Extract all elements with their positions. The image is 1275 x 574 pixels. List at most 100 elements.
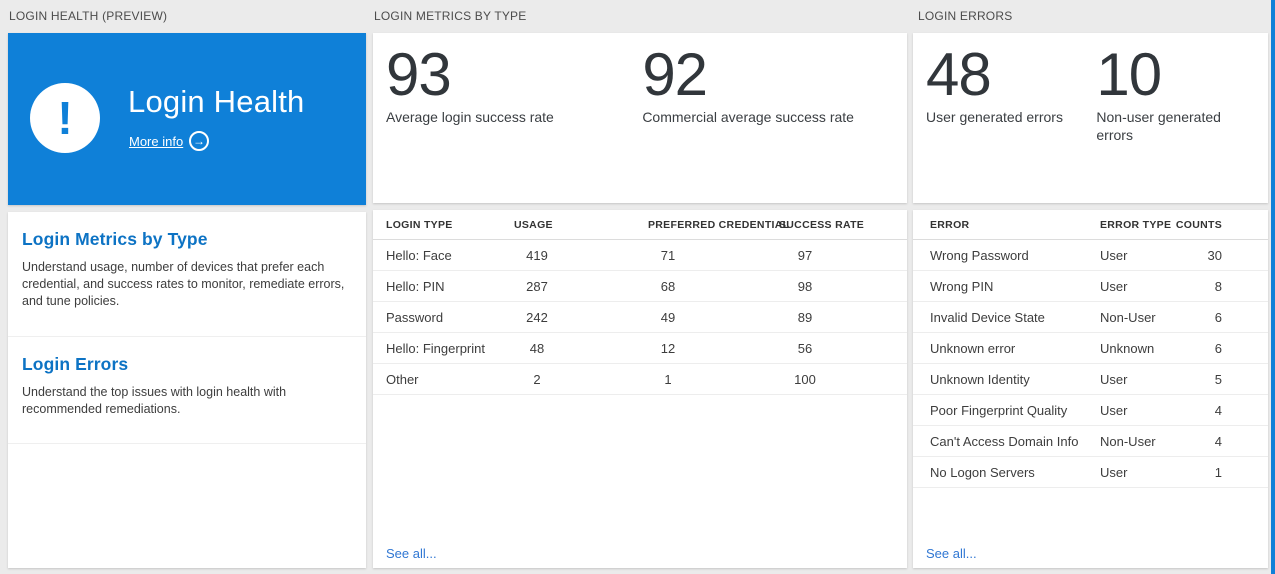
column-header-success-rate: SUCCESS RATE [763,210,864,240]
table-cell-filler [847,270,907,302]
table-cell: 97 [763,239,847,271]
more-info-arrow-icon[interactable]: → [189,131,209,151]
column-header-filler [1235,210,1268,240]
table-row[interactable]: Unknown error Unknown 6 [913,332,1268,364]
nav-item-title: Login Metrics by Type [22,229,208,249]
table-cell: Unknown error [913,332,1087,364]
tile-title: Login Health [128,84,305,119]
table-cell: No Logon Servers [913,456,1087,488]
table-cell: User [1087,270,1163,302]
table-cell: Password [373,301,501,333]
table-cell: Hello: Face [373,239,501,271]
table-row[interactable]: Poor Fingerprint Quality User 4 [913,394,1268,426]
table-cell: 4 [1163,425,1235,457]
table-cell-filler [1235,425,1268,457]
stat-user-generated-errors: 48 User generated errors [913,33,1083,203]
table-cell-filler [1235,332,1268,364]
table-row[interactable]: Hello: PIN 287 68 98 [373,270,907,302]
login-errors-table: ERROR ERROR TYPE COUNTS Wrong Password Us… [913,210,1268,488]
table-cell: 4 [1163,394,1235,426]
table-cell-filler [1235,270,1268,302]
login-metrics-stats-card: 93 Average login success rate 92 Commerc… [373,33,907,203]
stat-label: User generated errors [926,109,1063,125]
table-cell: 6 [1163,332,1235,364]
table-cell-filler [847,332,907,364]
table-row[interactable]: Hello: Face 419 71 97 [373,239,907,271]
table-cell: Hello: PIN [373,270,501,302]
section-header-login-health: LOGIN HEALTH (PREVIEW) [9,9,168,23]
table-cell: Non-User [1087,425,1163,457]
column-header-login-type: LOGIN TYPE [373,210,501,240]
table-header-row: LOGIN TYPE USAGE PREFERRED CREDENTIAL SU… [373,210,907,240]
table-cell: 5 [1163,363,1235,395]
table-cell: Wrong Password [913,239,1087,271]
table-cell: 56 [763,332,847,364]
login-health-tile[interactable]: ! Login Health More info → [8,33,366,205]
table-cell: 100 [763,363,847,395]
table-cell: 6 [1163,301,1235,333]
column-header-counts: COUNTS [1163,210,1235,240]
login-health-nav-panel: Login Metrics by Type Understand usage, … [8,212,366,568]
table-cell: User [1087,363,1163,395]
table-cell: Wrong PIN [913,270,1087,302]
table-cell: 98 [763,270,847,302]
column-header-error-type: ERROR TYPE [1087,210,1171,240]
table-row[interactable]: Wrong PIN User 8 [913,270,1268,302]
table-cell: Other [373,363,501,395]
table-cell: 8 [1163,270,1235,302]
table-cell: Poor Fingerprint Quality [913,394,1087,426]
login-errors-table-card: ERROR ERROR TYPE COUNTS Wrong Password Us… [913,210,1268,568]
column-header-preferred-credential: PREFERRED CREDENTIAL [573,210,789,240]
table-row[interactable]: No Logon Servers User 1 [913,456,1268,488]
table-row[interactable]: Wrong Password User 30 [913,239,1268,271]
login-metrics-table-card: LOGIN TYPE USAGE PREFERRED CREDENTIAL SU… [373,210,907,568]
stat-label: Commercial average success rate [642,109,854,125]
see-all-link-errors[interactable]: See all... [926,546,977,561]
table-cell-filler [847,301,907,333]
table-row[interactable]: Hello: Fingerprint 48 12 56 [373,332,907,364]
table-cell: 1 [573,363,763,395]
table-cell: 48 [501,332,573,364]
table-cell: Invalid Device State [913,301,1087,333]
see-all-link-metrics[interactable]: See all... [386,546,437,561]
login-errors-stats-card: 48 User generated errors 10 Non-user gen… [913,33,1268,203]
column-header-filler [847,210,907,240]
table-row[interactable]: Unknown Identity User 5 [913,363,1268,395]
table-cell: 68 [573,270,763,302]
table-cell: 419 [501,239,573,271]
alert-icon-glyph: ! [57,92,73,144]
table-row[interactable]: Other 2 1 100 [373,363,907,395]
table-cell-filler [1235,456,1268,488]
table-header-row: ERROR ERROR TYPE COUNTS [913,210,1268,240]
table-cell: 242 [501,301,573,333]
table-cell: 2 [501,363,573,395]
table-cell: Hello: Fingerprint [373,332,501,364]
table-cell-filler [1235,239,1268,271]
table-cell: 30 [1163,239,1235,271]
table-cell: Unknown [1087,332,1163,364]
table-cell-filler [847,239,907,271]
stat-commercial-success-rate: 92 Commercial average success rate [629,33,907,203]
table-row[interactable]: Invalid Device State Non-User 6 [913,301,1268,333]
table-row[interactable]: Password 242 49 89 [373,301,907,333]
table-cell: 71 [573,239,763,271]
next-blade-edge-strip [1271,0,1275,574]
stat-value: 93 [386,41,452,108]
table-cell: 1 [1163,456,1235,488]
nav-item-login-errors[interactable]: Login Errors Understand the top issues w… [8,337,366,444]
table-cell-filler [1235,363,1268,395]
nav-item-login-metrics[interactable]: Login Metrics by Type Understand usage, … [8,212,366,337]
stat-value: 48 [926,41,992,108]
nav-item-description: Understand the top issues with login hea… [22,385,287,416]
table-cell-filler [847,363,907,395]
table-cell-filler [1235,394,1268,426]
stat-average-success-rate: 93 Average login success rate [373,33,629,203]
table-cell: Can't Access Domain Info [913,425,1087,457]
column-header-error: ERROR [913,210,1087,240]
stat-non-user-generated-errors: 10 Non-user generated errors [1083,33,1268,203]
table-row[interactable]: Can't Access Domain Info Non-User 4 [913,425,1268,457]
section-header-login-metrics: LOGIN METRICS BY TYPE [374,9,527,23]
table-cell-filler [1235,301,1268,333]
table-cell: 12 [573,332,763,364]
more-info-link[interactable]: More info [129,134,184,149]
